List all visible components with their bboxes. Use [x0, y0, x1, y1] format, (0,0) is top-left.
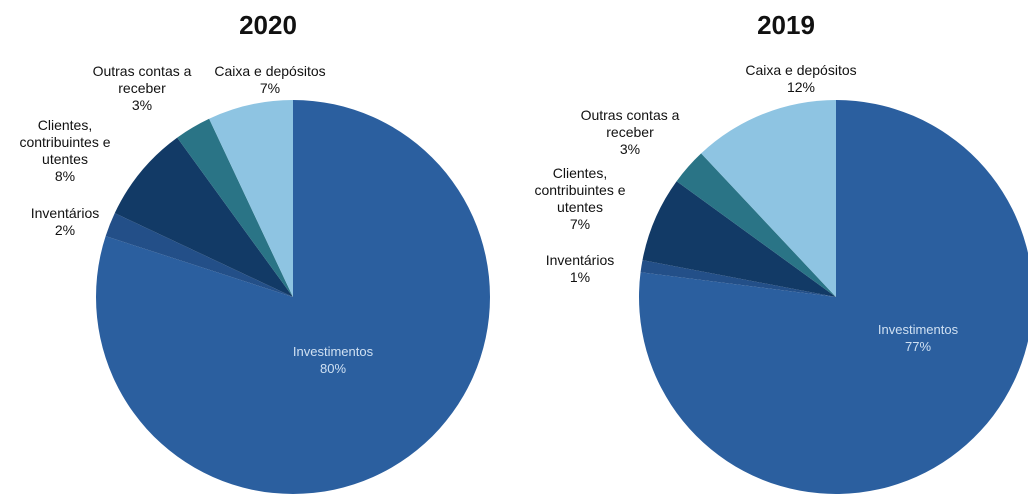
- slice-label: Caixa e depósitos 7%: [190, 63, 350, 97]
- slice-label: Clientes, contribuintes e utentes 8%: [5, 117, 125, 185]
- pie-slice: [701, 100, 836, 297]
- slice-label: Outras contas a receber 3%: [77, 63, 207, 114]
- slice-label: Outras contas a receber 3%: [565, 107, 695, 158]
- value-label: 12%: [786, 79, 816, 95]
- category-label: Clientes, contribuintes e utentes: [534, 165, 626, 215]
- category-label: Outras contas a receber: [580, 107, 680, 140]
- category-label: Caixa e depósitos: [745, 62, 857, 78]
- value-label: 80%: [319, 361, 347, 376]
- pie-slice: [105, 213, 293, 297]
- slice-label: Investimentos 80%: [263, 343, 403, 377]
- slice-label: Inventários 1%: [530, 252, 630, 286]
- value-label: 77%: [904, 339, 932, 354]
- value-label: 7%: [259, 80, 281, 96]
- category-label: Inventários: [30, 205, 100, 221]
- pie-slice: [177, 118, 293, 297]
- chart-title: 2019: [757, 10, 815, 40]
- slice-label: Inventários 2%: [15, 205, 115, 239]
- pie: [96, 100, 491, 494]
- slice-label: Clientes, contribuintes e utentes 7%: [520, 165, 640, 233]
- category-label: Investimentos: [877, 322, 959, 337]
- value-label: 1%: [569, 269, 591, 285]
- pie: [639, 100, 1028, 494]
- category-label: Caixa e depósitos: [214, 63, 326, 79]
- category-label: Investimentos: [292, 344, 374, 359]
- pie-slice: [114, 137, 293, 297]
- pie-slice: [209, 100, 293, 297]
- pie-slice: [639, 100, 1028, 494]
- chart-title: 2020: [239, 10, 297, 40]
- value-label: 8%: [54, 168, 76, 184]
- pie-slice: [676, 153, 836, 297]
- category-label: Inventários: [545, 252, 615, 268]
- slice-label: Caixa e depósitos 12%: [721, 62, 881, 96]
- value-label: 3%: [619, 141, 641, 157]
- category-label: Outras contas a receber: [92, 63, 192, 96]
- value-label: 2%: [54, 222, 76, 238]
- pie-slice: [642, 181, 836, 297]
- slice-label: Investimentos 77%: [848, 321, 988, 355]
- value-label: 3%: [131, 97, 153, 113]
- value-label: 7%: [569, 216, 591, 232]
- category-label: Clientes, contribuintes e utentes: [19, 117, 111, 167]
- pie-slice: [640, 260, 836, 297]
